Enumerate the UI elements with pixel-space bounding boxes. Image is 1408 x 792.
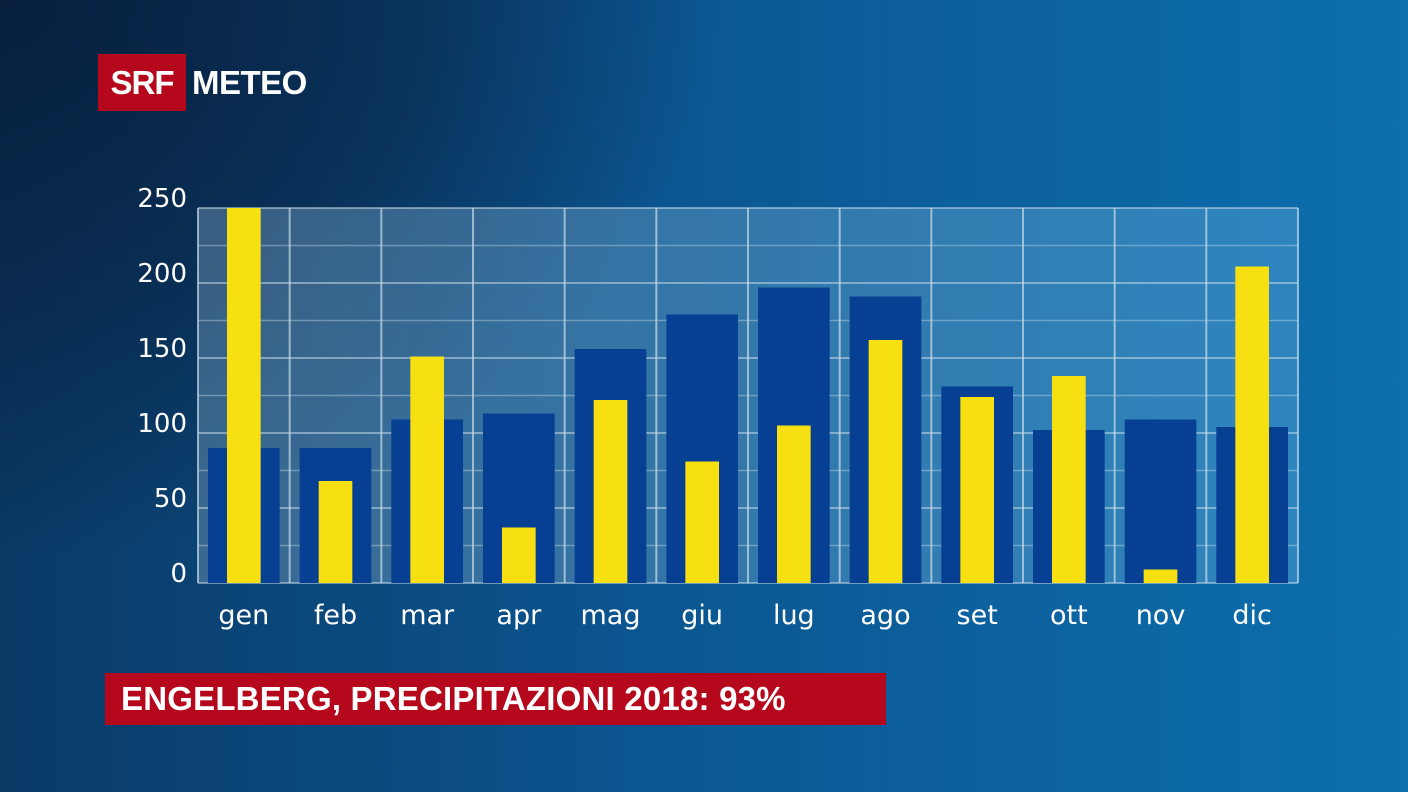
bar-actual-dic [1235,266,1269,583]
x-tick-label: ott [1050,600,1088,631]
x-tick-label: set [957,600,998,631]
bar-actual-mag [593,400,628,583]
srf-meteo-logo: SRF METEO [98,54,307,111]
bars [208,208,1288,583]
x-tick-label: apr [496,600,542,631]
bar-actual-ott [1052,376,1086,583]
bar-actual-feb [318,481,353,583]
bar-actual-giu [685,461,719,583]
bar-actual-nov [1143,569,1178,583]
x-tick-label: nov [1136,600,1186,631]
y-tick-label: 250 [137,184,187,214]
x-tick-label: mag [581,600,641,631]
grid [197,207,1299,584]
chart-caption: ENGELBERG, PRECIPITAZIONI 2018: 93% [105,673,886,725]
logo-product: METEO [192,63,307,101]
x-tick-label: lug [773,600,815,631]
y-tick-label: 200 [137,259,187,289]
x-tick-label: dic [1232,600,1272,631]
bar-actual-gen [227,208,261,583]
y-tick-label: 150 [137,334,187,364]
logo-brand: SRF [98,54,186,111]
labels: gen feb mar apr mag giu lug ago set ott nov dic 0 50 1… [137,184,1272,631]
y-tick-label: 100 [137,409,187,439]
x-tick-label: mar [400,600,455,631]
y-tick-label: 0 [170,559,187,589]
x-tick-label: gen [218,600,269,631]
x-tick-label: ago [860,600,910,631]
bar-actual-lug [777,425,811,583]
precipitation-chart: gen feb mar apr mag giu lug ago set ott nov dic 0 50 1… [137,184,1299,631]
bar-actual-mar [410,356,444,583]
bar-norm-nov [1124,419,1197,583]
x-tick-label: feb [314,600,357,631]
bar-actual-set [960,397,994,583]
bar-actual-apr [502,527,536,583]
bar-actual-ago [868,340,903,583]
y-tick-label: 50 [154,484,187,514]
x-tick-label: giu [681,600,723,631]
